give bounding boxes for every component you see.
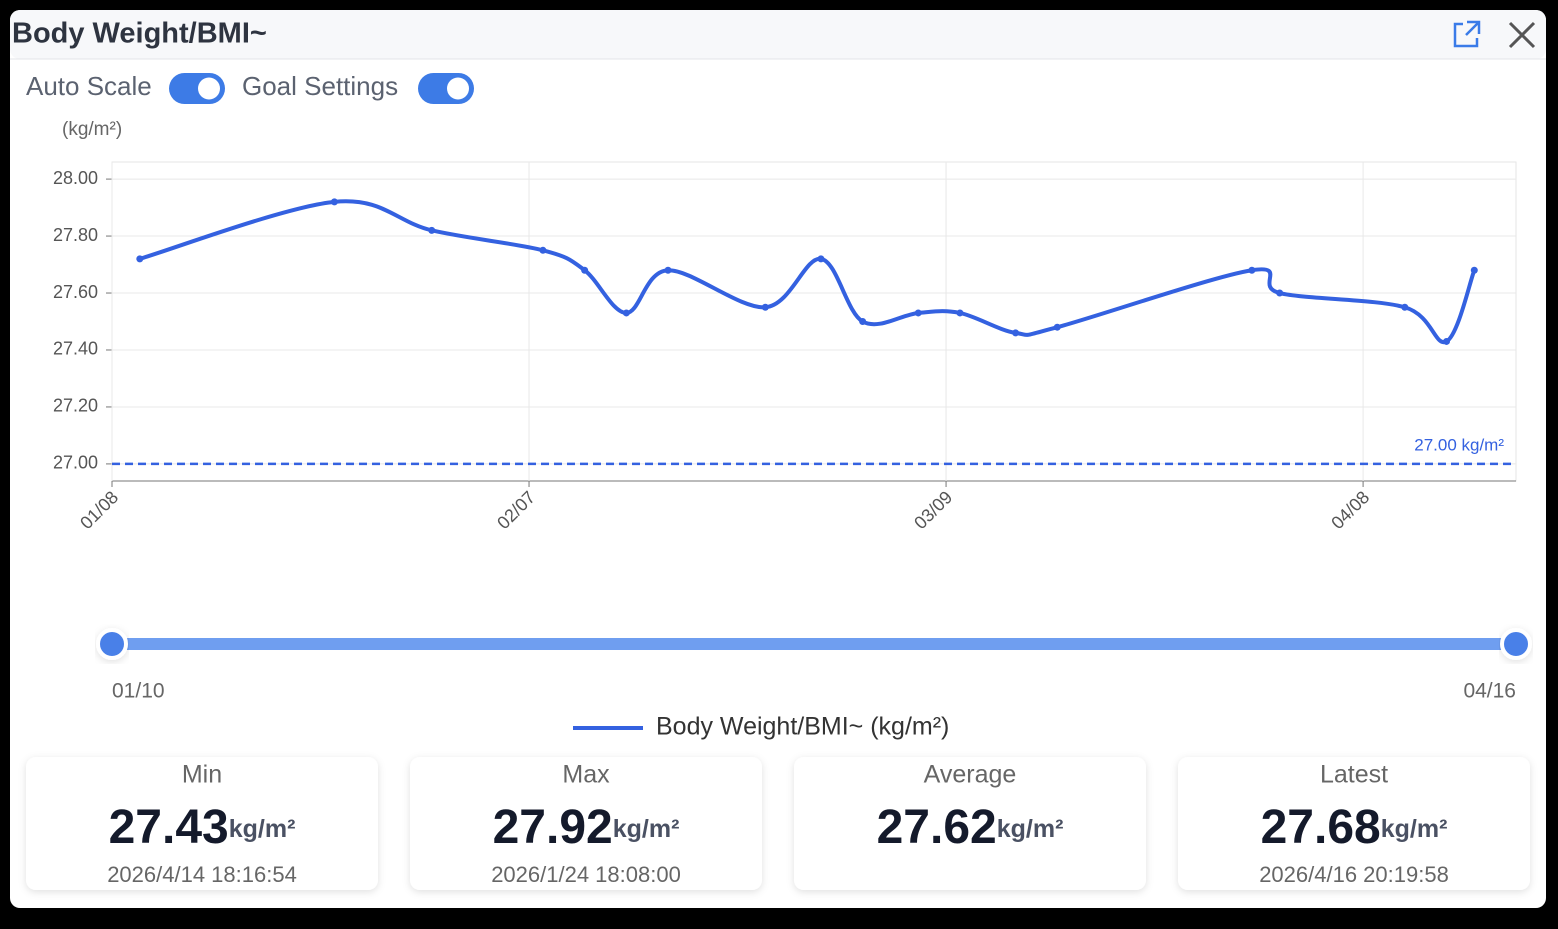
data-point [136,255,144,263]
data-point [1248,266,1256,274]
data-point [817,255,825,263]
close-icon[interactable] [1508,21,1536,49]
stat-title: Average [924,761,1017,789]
data-point [581,266,589,274]
window-bg [10,10,1546,908]
toggle[interactable] [169,73,225,104]
data-point [1276,289,1284,297]
data-point [622,309,630,317]
stat-number: 27.62 [877,801,997,854]
legend-label[interactable]: Body Weight/BMI~ (kg/m²) [656,713,949,741]
title-bar [10,10,1546,59]
toggle-label: Goal Settings [242,71,398,101]
y-axis-unit: (kg/m²) [62,119,122,140]
data-point [1053,323,1061,331]
open-external-icon[interactable] [1453,20,1481,48]
data-point [664,266,672,274]
stat-number: 27.92 [493,801,613,854]
window-title: Body Weight/BMI~ [12,18,267,50]
data-point [330,198,338,206]
data-point [539,246,547,254]
stat-unit: kg/m² [1381,815,1448,843]
stat-value: 27.92kg/m² [493,801,680,854]
data-point [428,226,436,234]
slider-start-label: 01/10 [112,680,165,703]
toggle[interactable] [418,73,474,104]
y-tick-label: 27.20 [53,396,98,416]
y-tick-label: 28.00 [53,168,98,188]
data-point [1401,303,1409,311]
stat-card [1178,757,1530,890]
slider-end-label: 04/16 [1463,680,1516,703]
y-tick-label: 27.40 [53,339,98,359]
stat-time: 2026/1/24 18:08:00 [491,862,681,887]
slider-handle[interactable] [1500,628,1532,660]
toggle-label: Auto Scale [26,71,152,101]
stat-card [26,757,378,890]
stat-unit: kg/m² [613,815,680,843]
goal-label: 27.00 kg/m² [1414,435,1504,454]
stat-card [794,757,1146,890]
data-point [1012,329,1020,337]
stat-title: Latest [1320,761,1388,789]
stat-number: 27.43 [109,801,229,854]
stat-card [410,757,762,890]
stat-time: 2026/4/16 20:19:58 [1259,862,1449,887]
data-point [914,309,922,317]
data-point [859,318,867,325]
data-point [1442,337,1450,345]
slider-handle[interactable] [96,628,128,660]
data-point [761,303,769,311]
y-tick-label: 27.60 [53,282,98,302]
stat-value: 27.43kg/m² [109,801,296,854]
y-tick-label: 27.00 [53,453,98,473]
stat-number: 27.68 [1261,801,1381,854]
y-tick-label: 27.80 [53,225,98,245]
stat-title: Min [182,761,222,789]
stat-unit: kg/m² [229,815,296,843]
stat-title: Max [562,761,610,789]
stat-time: 2026/4/14 18:16:54 [107,862,297,887]
data-point [956,309,964,317]
stat-value: 27.62kg/m² [877,801,1064,854]
stat-value: 27.68kg/m² [1261,801,1448,854]
stat-unit: kg/m² [997,815,1064,843]
data-point [1470,266,1478,274]
